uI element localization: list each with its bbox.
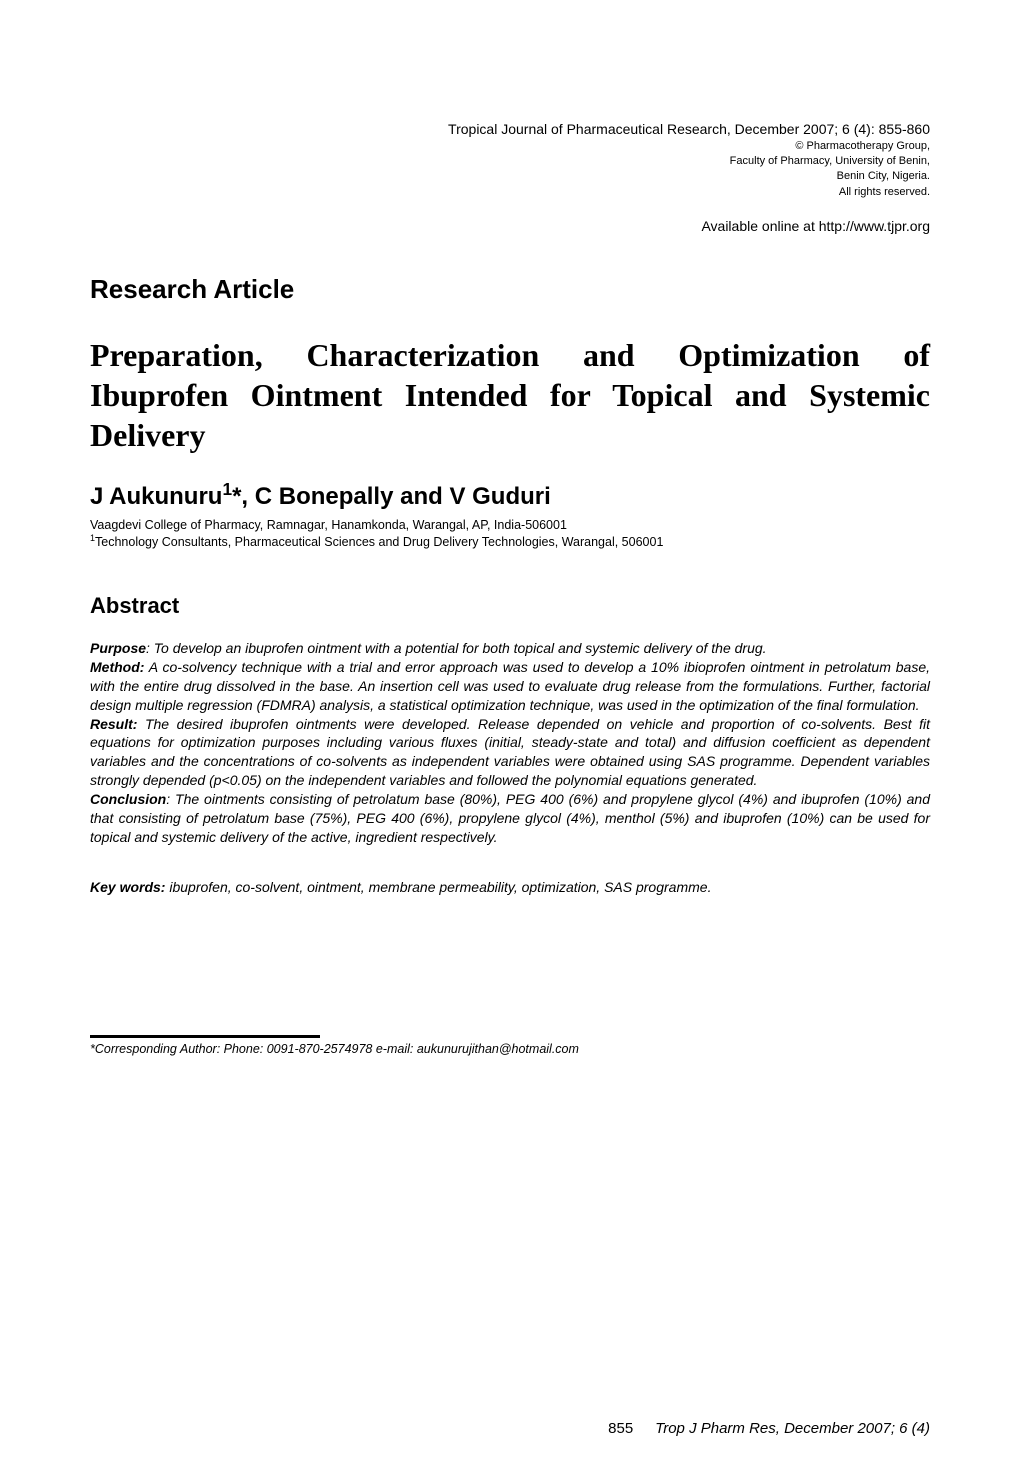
author-star: * [232,483,241,510]
keywords: Key words: ibuprofen, co-solvent, ointme… [90,879,930,895]
conclusion-label: Conclusion [90,791,166,807]
journal-header: Tropical Journal of Pharmaceutical Resea… [90,120,930,200]
affiliation-2: 1Technology Consultants, Pharmaceutical … [90,534,930,551]
method-label: Method: [90,659,144,675]
correspondence-rule [90,1035,320,1038]
authors-rest: , C Bonepally and V Guduri [241,483,550,510]
result-text: The desired ibuprofen ointments were dev… [90,716,930,789]
city-line: Benin City, Nigeria. [90,169,930,184]
abstract-body: Purpose: To develop an ibuprofen ointmen… [90,639,930,847]
result-label: Result: [90,716,137,732]
method-text: A co-solvency technique with a trial and… [90,659,930,713]
paper-title: Preparation, Characterization and Optimi… [90,335,930,455]
purpose-text: : To develop an ibuprofen ointment with … [146,640,767,656]
conclusion-text: : The ointments consisting of petrolatum… [90,791,930,845]
abstract-method: Method: A co-solvency technique with a t… [90,658,930,715]
author-main: J Aukunuru [90,483,222,510]
abstract-result: Result: The desired ibuprofen ointments … [90,715,930,791]
keywords-label: Key words: [90,879,165,895]
keywords-text: ibuprofen, co-solvent, ointment, membran… [165,879,711,895]
rights-line: All rights reserved. [90,185,930,200]
authors-line: J Aukunuru1*, C Bonepally and V Guduri [90,483,930,511]
abstract-purpose: Purpose: To develop an ibuprofen ointmen… [90,639,930,658]
running-head: Trop J Pharm Res, December 2007; 6 (4) [655,1420,930,1437]
citation-line: Tropical Journal of Pharmaceutical Resea… [90,120,930,139]
purpose-label: Purpose [90,640,146,656]
availability-line: Available online at http://www.tjpr.org [90,218,930,234]
author-sup: 1 [222,479,232,499]
copyright-line: © Pharmacotherapy Group, [90,139,930,154]
abstract-heading: Abstract [90,593,930,619]
faculty-line: Faculty of Pharmacy, University of Benin… [90,154,930,169]
page-footer: 855 Trop J Pharm Res, December 2007; 6 (4… [608,1420,930,1437]
section-heading: Research Article [90,274,930,305]
corresponding-author: *Corresponding Author: Phone: 0091-870-2… [90,1042,930,1056]
abstract-conclusion: Conclusion: The ointments consisting of … [90,790,930,847]
page-number: 855 [608,1420,633,1437]
affil-2-text: Technology Consultants, Pharmaceutical S… [95,535,663,549]
affiliation-1: Vaagdevi College of Pharmacy, Ramnagar, … [90,517,930,534]
affiliations: Vaagdevi College of Pharmacy, Ramnagar, … [90,517,930,551]
